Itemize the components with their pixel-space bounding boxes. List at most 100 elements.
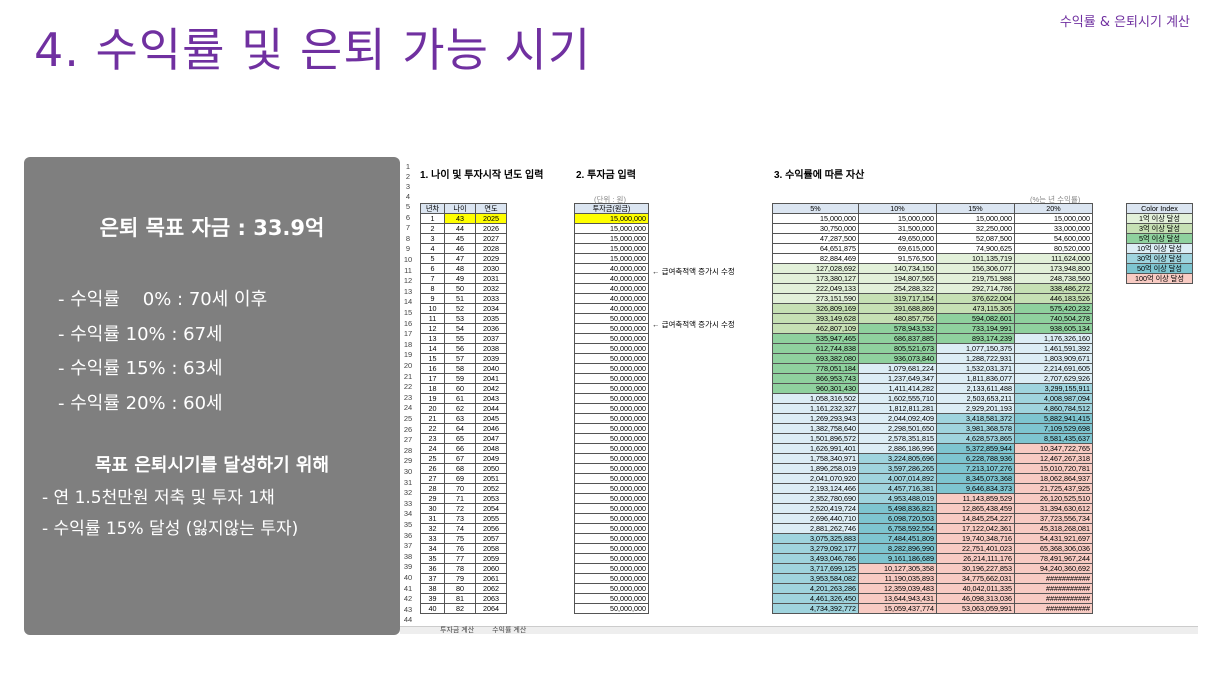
table-cell[interactable]: 1,758,340,971 <box>772 453 859 464</box>
table-cell[interactable]: 46 <box>444 243 476 254</box>
table-cell[interactable]: 1,382,758,640 <box>772 423 859 434</box>
table-cell[interactable]: 3,075,325,883 <box>772 533 859 544</box>
table-cell[interactable]: 338,486,272 <box>1014 283 1093 294</box>
table-cell[interactable]: 2 <box>420 223 445 234</box>
sheet-tab[interactable]: 수익률 계산 <box>492 627 527 634</box>
table-cell[interactable]: 27 <box>420 473 445 484</box>
table-cell[interactable]: ########### <box>1014 593 1093 604</box>
table-cell[interactable]: 50 <box>444 283 476 294</box>
table-cell[interactable]: 40,042,011,335 <box>936 583 1015 594</box>
table-cell[interactable]: 50,000,000 <box>574 323 649 334</box>
table-cell[interactable]: 50,000,000 <box>574 523 649 534</box>
table-cell[interactable]: 14 <box>420 343 445 354</box>
table-cell[interactable]: 22,751,401,023 <box>936 543 1015 554</box>
table-cell[interactable]: 254,288,322 <box>858 283 937 294</box>
table-cell[interactable]: 13 <box>420 333 445 344</box>
table-cell[interactable]: 10,347,722,765 <box>1014 443 1093 454</box>
table-cell[interactable]: 44 <box>444 223 476 234</box>
table-cell[interactable]: 71 <box>444 493 476 504</box>
table-cell[interactable]: 6 <box>420 263 445 274</box>
table-cell[interactable]: 4,007,014,892 <box>858 473 937 484</box>
table-cell[interactable]: 2054 <box>475 503 507 514</box>
table-cell[interactable]: 11,190,035,893 <box>858 573 937 584</box>
table-cell[interactable]: 2064 <box>475 603 507 614</box>
table-cell[interactable]: 50,000,000 <box>574 363 649 374</box>
table-cell[interactable]: 10 <box>420 303 445 314</box>
table-cell[interactable]: 15,000,000 <box>574 243 649 254</box>
table-cell[interactable]: 4,201,263,286 <box>772 583 859 594</box>
table-cell[interactable]: 13,644,943,431 <box>858 593 937 604</box>
table-cell[interactable]: 37,723,556,734 <box>1014 513 1093 524</box>
table-cell[interactable]: 7 <box>420 273 445 284</box>
table-cell[interactable]: 15,000,000 <box>574 253 649 264</box>
table-cell[interactable]: 74 <box>444 523 476 534</box>
table-cell[interactable]: 2034 <box>475 303 507 314</box>
table-cell[interactable]: 64,651,875 <box>772 243 859 254</box>
table-cell[interactable]: 70 <box>444 483 476 494</box>
table-cell[interactable]: 32 <box>420 523 445 534</box>
table-cell[interactable]: 778,051,184 <box>772 363 859 374</box>
table-cell[interactable]: 45 <box>444 233 476 244</box>
table-cell[interactable]: 50,000,000 <box>574 553 649 564</box>
table-cell[interactable]: 1,079,681,224 <box>858 363 937 374</box>
table-cell[interactable]: 64 <box>444 423 476 434</box>
table-cell[interactable]: 50,000,000 <box>574 413 649 424</box>
table-cell[interactable]: 2026 <box>475 223 507 234</box>
table-cell[interactable]: 49,650,000 <box>858 233 937 244</box>
table-cell[interactable]: 50,000,000 <box>574 603 649 614</box>
table-cell[interactable]: 50,000,000 <box>574 563 649 574</box>
table-cell[interactable]: 37 <box>420 573 445 584</box>
table-cell[interactable]: 91,576,500 <box>858 253 937 264</box>
table-cell[interactable]: 50,000,000 <box>574 403 649 414</box>
table-cell[interactable]: 5,372,859,944 <box>936 443 1015 454</box>
table-cell[interactable]: 2036 <box>475 323 507 334</box>
table-cell[interactable]: 2030 <box>475 263 507 274</box>
table-cell[interactable]: 53,063,059,991 <box>936 603 1015 614</box>
table-cell[interactable]: 23 <box>420 433 445 444</box>
table-cell[interactable]: 2063 <box>475 593 507 604</box>
table-cell[interactable]: 47,287,500 <box>772 233 859 244</box>
table-cell[interactable]: 2029 <box>475 253 507 264</box>
table-cell[interactable]: 76 <box>444 543 476 554</box>
table-cell[interactable]: 2,041,070,920 <box>772 473 859 484</box>
table-cell[interactable]: 6,098,720,503 <box>858 513 937 524</box>
table-cell[interactable]: 1,532,031,371 <box>936 363 1015 374</box>
table-cell[interactable]: 575,420,232 <box>1014 303 1093 314</box>
table-cell[interactable]: 2046 <box>475 423 507 434</box>
table-cell[interactable]: 740,504,278 <box>1014 313 1093 324</box>
table-cell[interactable]: 5 <box>420 253 445 264</box>
table-cell[interactable]: 2,886,186,996 <box>858 443 937 454</box>
table-cell[interactable]: 78 <box>444 563 476 574</box>
table-cell[interactable]: 1,237,649,347 <box>858 373 937 384</box>
table-cell[interactable]: 72 <box>444 503 476 514</box>
table-cell[interactable]: 30,196,227,853 <box>936 563 1015 574</box>
table-cell[interactable]: 79 <box>444 573 476 584</box>
table-cell[interactable]: 1,803,909,671 <box>1014 353 1093 364</box>
table-cell[interactable]: 3,953,584,082 <box>772 573 859 584</box>
table-cell[interactable]: 4,457,716,381 <box>858 483 937 494</box>
table-cell[interactable]: 2061 <box>475 573 507 584</box>
table-cell[interactable]: 60 <box>444 383 476 394</box>
table-cell[interactable]: 34,775,662,031 <box>936 573 1015 584</box>
table-cell[interactable]: 2055 <box>475 513 507 524</box>
table-cell[interactable]: 48 <box>444 263 476 274</box>
table-cell[interactable]: 8 <box>420 283 445 294</box>
table-cell[interactable]: 40,000,000 <box>574 293 649 304</box>
table-cell[interactable]: 15,000,000 <box>858 213 937 224</box>
table-cell[interactable]: 4,734,392,772 <box>772 603 859 614</box>
table-cell[interactable]: 1,602,555,710 <box>858 393 937 404</box>
table-cell[interactable]: 17,122,042,361 <box>936 523 1015 534</box>
table-cell[interactable]: 173,948,800 <box>1014 263 1093 274</box>
table-cell[interactable]: 12,865,438,459 <box>936 503 1015 514</box>
table-cell[interactable]: 2043 <box>475 393 507 404</box>
table-cell[interactable]: 24 <box>420 443 445 454</box>
table-cell[interactable]: 19,740,348,716 <box>936 533 1015 544</box>
table-cell[interactable]: 33 <box>420 533 445 544</box>
table-cell[interactable]: 12,467,267,318 <box>1014 453 1093 464</box>
table-cell[interactable]: 73 <box>444 513 476 524</box>
table-cell[interactable]: 20 <box>420 403 445 414</box>
table-cell[interactable]: 50,000,000 <box>574 513 649 524</box>
table-cell[interactable]: 1,411,414,282 <box>858 383 937 394</box>
table-cell[interactable]: 2057 <box>475 533 507 544</box>
sheet-tab[interactable]: 투자금 계산 <box>440 627 475 634</box>
